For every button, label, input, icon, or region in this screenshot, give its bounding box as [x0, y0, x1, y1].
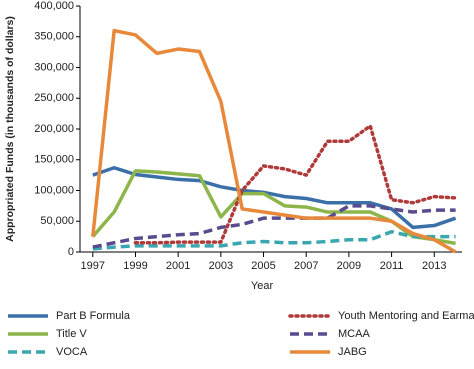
legend-label: JABG	[338, 346, 367, 358]
y-tick-label: 0	[68, 246, 74, 258]
x-tick-label: 1997	[81, 260, 105, 272]
x-tick-label: 2005	[251, 260, 275, 272]
y-tick-label: 50,000	[40, 215, 74, 227]
y-tick-label: 400,000	[34, 0, 74, 12]
line-series	[133, 124, 458, 245]
x-tick-label: 2011	[380, 260, 404, 272]
line-series	[92, 204, 456, 249]
line-series	[92, 229, 456, 251]
x-tick-label: 2003	[209, 260, 233, 272]
y-tick-label: 300,000	[34, 61, 74, 73]
x-tick-label: 2009	[337, 260, 361, 272]
y-tick-label: 100,000	[34, 184, 74, 196]
y-tick-label: 250,000	[34, 92, 74, 104]
x-tick-label: 2001	[166, 260, 190, 272]
x-tick-label: 2013	[422, 260, 446, 272]
y-tick-label: 150,000	[34, 154, 74, 166]
legend-label: VOCA	[56, 346, 88, 358]
legend-label: Youth Mentoring and Earmarks	[338, 310, 474, 322]
y-axis-label: Appropriated Funds (in thousands of doll…	[4, 16, 16, 242]
x-axis-label: Year	[251, 280, 274, 292]
line-series	[91, 28, 457, 254]
x-tick-label: 1999	[123, 260, 147, 272]
x-tick-label: 2007	[294, 260, 318, 272]
legend-label: Title V	[56, 328, 87, 340]
legend-label: Part B Formula	[56, 310, 131, 322]
y-tick-label: 200,000	[34, 123, 74, 135]
y-tick-label: 350,000	[34, 31, 74, 43]
line-series	[92, 165, 457, 230]
legend-label: MCAA	[338, 328, 370, 340]
